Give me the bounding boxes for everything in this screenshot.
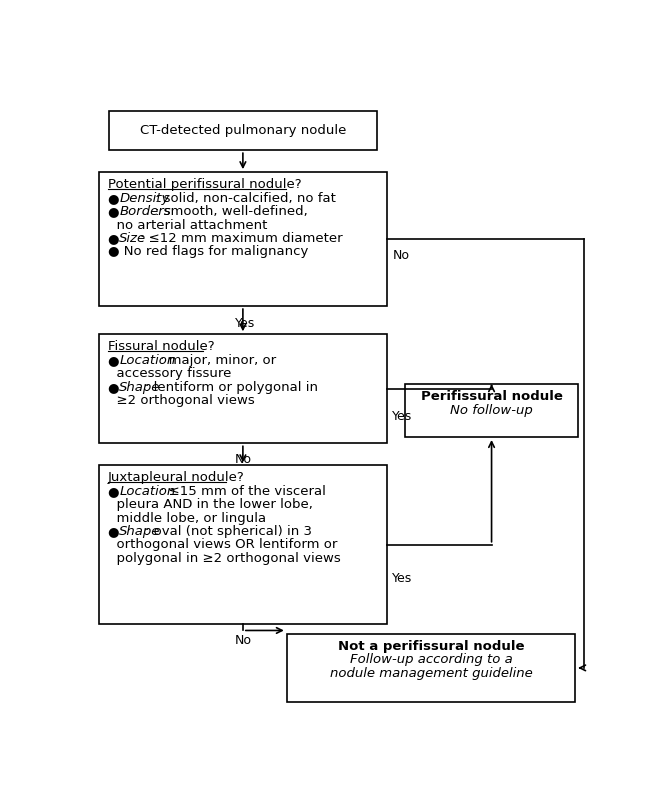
Text: ●: ●: [108, 205, 124, 218]
Text: No: No: [235, 453, 252, 466]
FancyBboxPatch shape: [98, 335, 387, 443]
Text: Perifissural nodule: Perifissural nodule: [421, 390, 563, 403]
FancyBboxPatch shape: [98, 465, 387, 625]
Text: polygonal in ≥2 orthogonal views: polygonal in ≥2 orthogonal views: [108, 552, 340, 565]
Text: Location: Location: [119, 485, 176, 498]
Text: ●: ●: [108, 381, 124, 394]
Text: Size: Size: [119, 232, 146, 245]
Text: : smooth, well-defined,: : smooth, well-defined,: [155, 205, 308, 218]
Text: : lentiform or polygonal in: : lentiform or polygonal in: [145, 381, 318, 394]
Text: Yes: Yes: [235, 317, 255, 330]
Text: : solid, non-calcified, no fat: : solid, non-calcified, no fat: [155, 192, 336, 205]
Text: ≥2 orthogonal views: ≥2 orthogonal views: [108, 394, 255, 407]
Text: Location: Location: [119, 354, 176, 367]
Text: : ≤15 mm of the visceral: : ≤15 mm of the visceral: [160, 485, 326, 498]
Text: no arterial attachment: no arterial attachment: [108, 219, 267, 232]
Text: ●: ●: [108, 354, 124, 367]
Text: ●: ●: [108, 232, 124, 245]
Text: No: No: [235, 633, 252, 646]
Text: Yes: Yes: [392, 411, 412, 424]
Text: ●: ●: [108, 525, 124, 538]
Text: Density: Density: [119, 192, 170, 205]
Text: nodule management guideline: nodule management guideline: [330, 667, 533, 680]
Text: ● No red flags for malignancy: ● No red flags for malignancy: [108, 245, 309, 258]
FancyBboxPatch shape: [98, 172, 387, 306]
Text: Shape: Shape: [119, 525, 161, 538]
FancyBboxPatch shape: [405, 384, 578, 437]
FancyBboxPatch shape: [287, 633, 575, 702]
Text: Shape: Shape: [119, 381, 161, 394]
Text: ●: ●: [108, 192, 124, 205]
Text: pleura AND in the lower lobe,: pleura AND in the lower lobe,: [108, 498, 313, 511]
Text: middle lobe, or lingula: middle lobe, or lingula: [108, 512, 266, 525]
Text: Potential perifissural nodule?: Potential perifissural nodule?: [108, 178, 301, 191]
Text: Follow-up according to a: Follow-up according to a: [350, 653, 512, 667]
Text: No follow-up: No follow-up: [450, 403, 533, 417]
Text: ●: ●: [108, 485, 124, 498]
Text: No: No: [392, 249, 410, 262]
FancyBboxPatch shape: [109, 111, 377, 150]
Text: : oval (not spherical) in 3: : oval (not spherical) in 3: [145, 525, 312, 538]
Text: : major, minor, or: : major, minor, or: [160, 354, 277, 367]
Text: Fissural nodule?: Fissural nodule?: [108, 340, 215, 353]
Text: : ≤12 mm maximum diameter: : ≤12 mm maximum diameter: [140, 232, 342, 245]
Text: CT-detected pulmonary nodule: CT-detected pulmonary nodule: [140, 124, 346, 137]
Text: accessory fissure: accessory fissure: [108, 367, 231, 380]
Text: Juxtapleural nodule?: Juxtapleural nodule?: [108, 471, 245, 484]
Text: Borders: Borders: [119, 205, 171, 218]
Text: Yes: Yes: [392, 573, 412, 586]
Text: orthogonal views OR lentiform or: orthogonal views OR lentiform or: [108, 539, 337, 552]
Text: Not a perifissural nodule: Not a perifissural nodule: [338, 640, 524, 653]
